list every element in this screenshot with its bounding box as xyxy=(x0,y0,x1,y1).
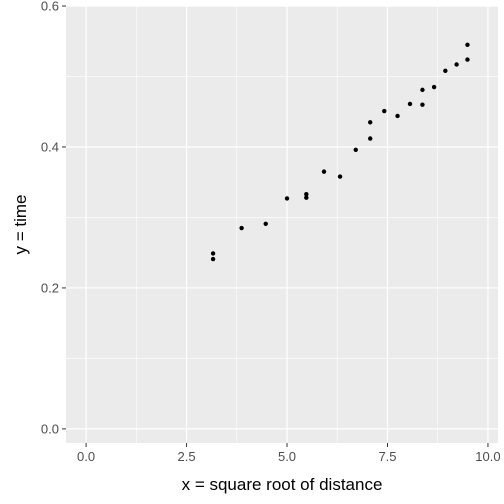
data-point xyxy=(395,114,399,118)
x-tick-label: 10.0 xyxy=(475,449,500,464)
x-tick-label: 5.0 xyxy=(278,449,296,464)
data-point xyxy=(465,57,469,61)
data-point xyxy=(368,120,372,124)
data-point xyxy=(454,62,458,66)
data-point xyxy=(264,222,268,226)
y-axis-ticks: 0.0 0.2 0.4 0.6 xyxy=(41,0,66,436)
data-point xyxy=(211,257,215,261)
y-tick-label: 0.0 xyxy=(41,421,59,436)
data-point xyxy=(285,196,289,200)
data-point xyxy=(408,102,412,106)
y-tick-label: 0.2 xyxy=(41,280,59,295)
data-point xyxy=(338,174,342,178)
x-tick-label: 7.5 xyxy=(378,449,396,464)
data-point xyxy=(211,251,215,255)
x-axis-title: x = square root of distance xyxy=(182,475,383,494)
data-point xyxy=(239,226,243,230)
data-point xyxy=(322,169,326,173)
x-axis-ticks: 0.0 2.5 5.0 7.5 10.0 xyxy=(77,443,501,464)
x-tick-label: 0.0 xyxy=(77,449,95,464)
data-point xyxy=(420,88,424,92)
x-tick-label: 2.5 xyxy=(178,449,196,464)
data-point xyxy=(304,196,308,200)
data-point xyxy=(368,136,372,140)
data-point xyxy=(465,43,469,47)
data-point xyxy=(443,69,447,73)
plot-panel xyxy=(66,6,498,443)
data-point xyxy=(382,109,386,113)
y-tick-label: 0.4 xyxy=(41,139,59,154)
y-axis-title: y = time xyxy=(11,195,30,255)
data-point xyxy=(354,148,358,152)
y-tick-label: 0.6 xyxy=(41,0,59,14)
data-point xyxy=(420,102,424,106)
data-point xyxy=(432,85,436,89)
